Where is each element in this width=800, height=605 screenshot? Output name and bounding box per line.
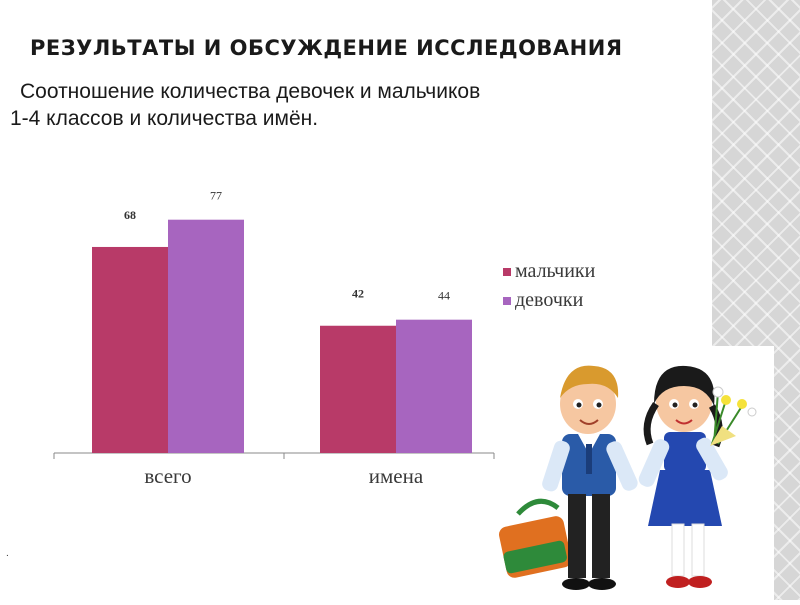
chart-legend: мальчики девочки (503, 257, 595, 315)
flowers-icon (710, 386, 757, 446)
bar-1-1 (396, 319, 472, 453)
category-label-1: имена (369, 464, 424, 488)
bar-0-0 (92, 246, 168, 453)
page-title: РЕЗУЛЬТАТЫ И ОБСУЖДЕНИЕ ИССЛЕДОВАНИЯ (30, 36, 623, 60)
legend-item-girls: девочки (503, 286, 595, 315)
data-label-1-1: 44 (438, 289, 450, 303)
bar-1-0 (320, 325, 396, 453)
bar-chart: 68 77 всего 42 44 имена (53, 189, 495, 488)
legend-swatch-girls (503, 296, 511, 305)
legend-label-girls: девочки (515, 289, 584, 311)
children-illustration (496, 346, 774, 600)
subtitle-line-1: Соотношение количества девочек и мальчик… (20, 80, 481, 103)
schoolbag-icon (499, 498, 572, 578)
legend-swatch-boys (503, 267, 511, 276)
data-label-1-0: 42 (352, 287, 364, 301)
legend-label-boys: мальчики (515, 260, 596, 282)
category-label-0: всего (144, 464, 191, 488)
data-label-0-0: 68 (124, 208, 136, 222)
boy-icon (542, 365, 638, 590)
footnote-dot: . (6, 548, 9, 559)
bar-0-1 (168, 219, 244, 453)
girl-icon (638, 365, 728, 588)
subtitle-line-2: 1-4 классов и количества имён. (10, 107, 319, 130)
page-subtitle: Соотношение количества девочек и мальчик… (10, 78, 610, 132)
legend-item-boys: мальчики (503, 257, 595, 286)
data-label-0-1: 77 (210, 189, 222, 203)
